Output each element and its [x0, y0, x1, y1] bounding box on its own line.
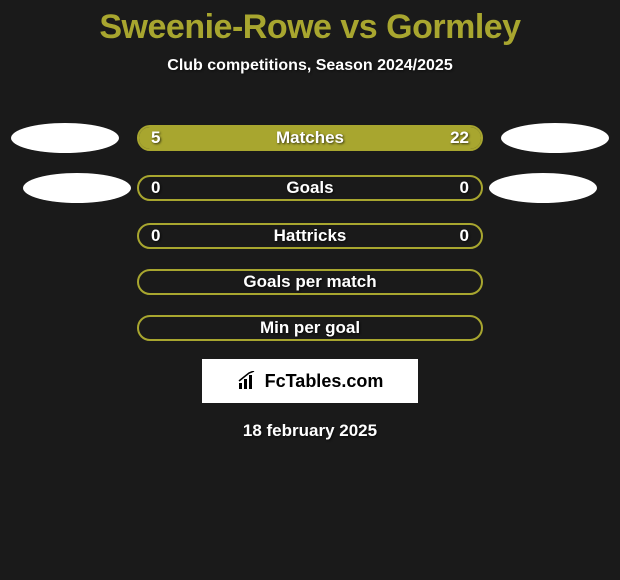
stat-value-right: 0 — [460, 226, 469, 246]
player-left-ellipse — [23, 173, 131, 203]
stat-label: Goals — [139, 178, 481, 198]
left-ellipse-slot — [5, 123, 137, 153]
stat-label: Hattricks — [139, 226, 481, 246]
player-left-ellipse — [11, 123, 119, 153]
player-right-ellipse — [501, 123, 609, 153]
right-ellipse-slot — [483, 123, 615, 153]
comparison-row: 0 0Hattricks — [0, 223, 620, 249]
stat-value-left: 0 — [151, 178, 160, 198]
footer-brand-box: FcTables.com — [202, 359, 418, 403]
stat-value-right: 0 — [460, 178, 469, 198]
stat-bar: Min per goal — [137, 315, 483, 341]
stat-label: Min per goal — [139, 318, 481, 338]
left-ellipse-slot — [5, 173, 137, 203]
footer-date: 18 february 2025 — [0, 421, 620, 441]
chart-icon — [237, 371, 261, 391]
stat-bar: 0 0Goals — [137, 175, 483, 201]
comparison-row: 0 0Goals — [0, 173, 620, 203]
bar-fill-left — [139, 127, 202, 149]
stat-value-left: 0 — [151, 226, 160, 246]
comparison-row: 522Matches — [0, 123, 620, 153]
bar-fill-right — [202, 127, 481, 149]
stat-bar: 522Matches — [137, 125, 483, 151]
player-right-ellipse — [489, 173, 597, 203]
right-ellipse-slot — [483, 173, 615, 203]
subtitle: Club competitions, Season 2024/2025 — [0, 57, 620, 75]
comparison-row: Min per goal — [0, 315, 620, 341]
stat-bar: 0 0Hattricks — [137, 223, 483, 249]
comparison-row: Goals per match — [0, 269, 620, 295]
comparison-rows: 522Matches00Goals00HattricksGoals per ma… — [0, 123, 620, 341]
page-title: Sweenie-Rowe vs Gormley — [0, 0, 620, 47]
stat-bar: Goals per match — [137, 269, 483, 295]
footer-brand: FcTables.com — [237, 371, 384, 392]
stat-label: Goals per match — [139, 272, 481, 292]
footer-brand-text: FcTables.com — [265, 371, 384, 392]
